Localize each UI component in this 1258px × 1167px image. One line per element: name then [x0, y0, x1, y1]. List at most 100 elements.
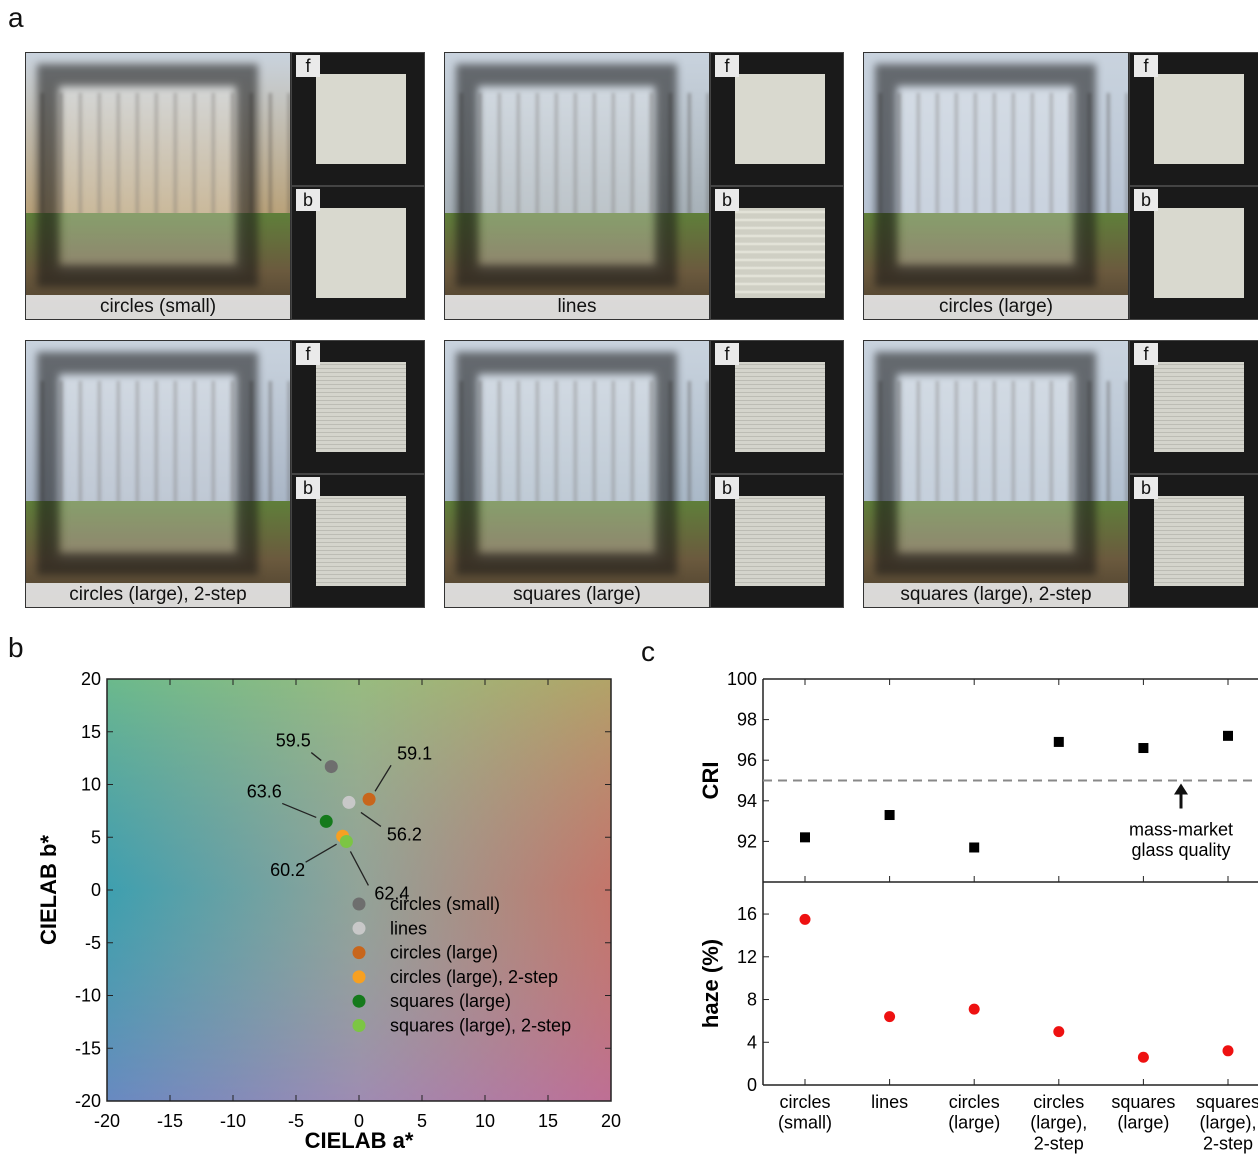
thumbnail-tag: b — [296, 189, 320, 211]
category-label: circles (large) — [948, 1092, 1000, 1133]
leader-line — [310, 752, 322, 762]
y-tick-label: 0 — [91, 880, 101, 900]
back-thumbnail: b — [710, 474, 844, 608]
x-tick-label: -20 — [94, 1111, 120, 1131]
cri-point — [969, 842, 980, 853]
photo-caption: circles (small) — [26, 295, 290, 319]
legend-marker — [352, 970, 366, 984]
legend-label: lines — [390, 918, 427, 938]
y-tick-label: -5 — [85, 933, 101, 953]
legend-label: circles (large) — [390, 943, 498, 963]
legend-marker — [352, 946, 366, 960]
haze-y-tick-label: 16 — [737, 904, 757, 924]
photo-caption: circles (large), 2-step — [26, 583, 290, 607]
photo-caption: squares (large), 2-step — [864, 583, 1128, 607]
cri-y-tick-label: 98 — [737, 710, 757, 730]
cri-haze-chart: 92 94 96 98 100 0 4 8 12 16 CRI haze (%) mass-market… — [698, 669, 1258, 1153]
thumbnail-tag: f — [715, 55, 739, 77]
cri-y-tick-label: 100 — [727, 669, 757, 689]
legend-marker — [352, 897, 366, 911]
plot-background-overlay — [107, 679, 611, 1101]
back-thumbnail: b — [1129, 186, 1258, 320]
haze-point — [1137, 1051, 1149, 1063]
sample-square — [1153, 496, 1244, 586]
front-thumbnail: f — [710, 340, 844, 474]
sample-square — [315, 208, 406, 298]
data-point — [339, 834, 353, 848]
front-thumbnail: f — [710, 52, 844, 186]
sample-square — [315, 74, 406, 164]
legend-label: circles (small) — [390, 894, 500, 914]
cri-point — [884, 810, 895, 821]
haze-point — [1053, 1026, 1065, 1038]
x-tick-label: 15 — [538, 1111, 558, 1131]
leader-line — [281, 802, 317, 819]
haze-y-tick-label: 4 — [747, 1032, 757, 1052]
cri-point — [800, 832, 810, 843]
panel-letter-c: c — [641, 636, 655, 667]
photo-panel: squares (large) f b — [444, 340, 844, 608]
sample-square — [1153, 362, 1244, 452]
thumbnail-tag: b — [1134, 189, 1158, 211]
data-label: 63.6 — [247, 781, 282, 801]
reference-label: mass-market glass quality — [1129, 820, 1233, 861]
panel-letter-b: b — [8, 632, 24, 663]
legend-label: squares (large) — [390, 991, 511, 1011]
x-tick-label: -15 — [157, 1111, 183, 1131]
legend-marker — [352, 921, 366, 935]
thumbnail-tag: f — [1134, 55, 1158, 77]
photo-caption: squares (large) — [445, 583, 709, 607]
legend-label: circles (large), 2-step — [390, 967, 558, 987]
haze-y-tick-label: 8 — [747, 990, 757, 1010]
category-label: circles (large), 2-step — [1030, 1092, 1087, 1153]
thumbnail-tag: f — [1134, 343, 1158, 365]
haze-point — [799, 913, 811, 925]
landscape-photo: lines — [444, 52, 710, 320]
cri-point — [1223, 730, 1233, 741]
sample-square — [315, 362, 406, 452]
cielab-chart: -20 -15 -10 -5 0 5 10 15 20 -20 -15 -10 -5 0 5 10 15 20 CI… — [36, 669, 621, 1153]
leader-line — [305, 843, 337, 863]
cri-point — [1053, 736, 1064, 747]
front-thumbnail: f — [291, 52, 425, 186]
thumbnail-tag: b — [715, 477, 739, 499]
data-label: 56.2 — [387, 824, 422, 844]
leader-line — [374, 764, 392, 792]
data-label: 59.1 — [397, 743, 432, 763]
y-axis-label: CIELAB b* — [36, 835, 61, 945]
thumbnail-tag: f — [296, 55, 320, 77]
sample-square — [734, 496, 825, 586]
x-tick-label: -10 — [220, 1111, 246, 1131]
x-tick-label: 0 — [354, 1111, 364, 1131]
category-label: squares (large) — [1111, 1092, 1175, 1133]
data-point — [362, 792, 376, 806]
back-thumbnail: b — [291, 186, 425, 320]
back-thumbnail: b — [1129, 474, 1258, 608]
photo-panel: circles (small) f b — [25, 52, 425, 320]
landscape-photo: squares (large), 2-step — [863, 340, 1129, 608]
photo-caption: lines — [445, 295, 709, 319]
haze-point — [968, 1003, 980, 1015]
front-thumbnail: f — [1129, 52, 1258, 186]
cri-y-tick-label: 94 — [737, 791, 757, 811]
haze-axis-label: haze (%) — [698, 939, 723, 1028]
haze-point — [1222, 1045, 1234, 1057]
haze-y-tick-label: 0 — [747, 1075, 757, 1095]
haze-y-tick-label: 12 — [737, 947, 757, 967]
photo-panel: circles (large) f b — [863, 52, 1258, 320]
category-label: lines — [871, 1092, 908, 1112]
category-label: circles (small) — [778, 1092, 832, 1133]
y-tick-label: 15 — [81, 722, 101, 742]
y-tick-label: 5 — [91, 827, 101, 847]
photo-panel: lines f b — [444, 52, 844, 320]
thumbnail-tag: b — [1134, 477, 1158, 499]
sample-square — [1153, 208, 1244, 298]
leader-line — [349, 851, 369, 886]
landscape-photo: circles (small) — [25, 52, 291, 320]
y-tick-label: 20 — [81, 669, 101, 689]
sample-square — [734, 208, 825, 298]
front-thumbnail: f — [291, 340, 425, 474]
leader-line — [360, 811, 382, 827]
legend-label: squares (large), 2-step — [390, 1016, 571, 1036]
panel-letter-a: a — [8, 2, 24, 33]
